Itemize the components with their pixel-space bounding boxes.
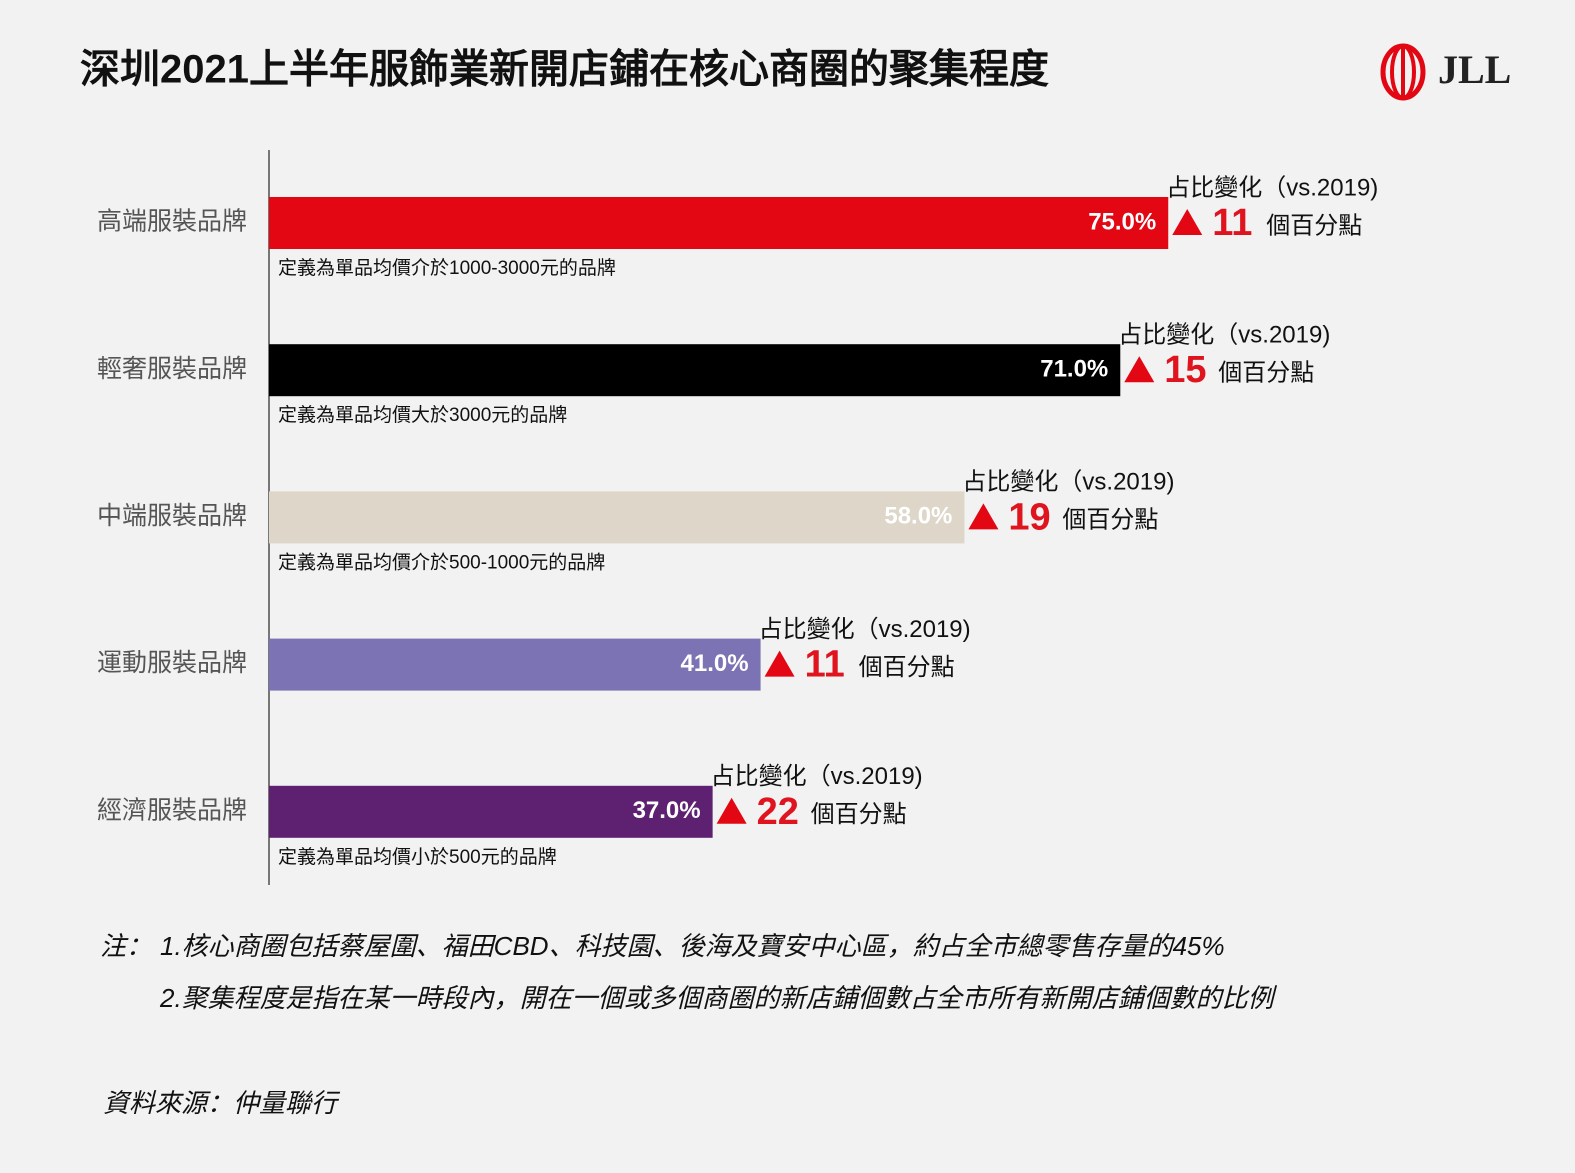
change-unit: 個百分點 bbox=[1266, 212, 1362, 239]
change-unit: 個百分點 bbox=[1062, 507, 1158, 534]
category-label: 高端服裝品牌 bbox=[97, 208, 247, 236]
footnote: 1.核心商圈包括蔡屋圍、福田CBD、科技園、後海及寶安中心區，約占全市總零售存量… bbox=[160, 931, 1225, 961]
definition: 定義為單品均價大於3000元的品牌 bbox=[278, 404, 567, 426]
change-label: 占比變化（vs.2019) bbox=[962, 469, 1174, 496]
category-label: 輕奢服裝品牌 bbox=[97, 355, 247, 383]
up-triangle bbox=[1172, 209, 1203, 235]
up-triangle bbox=[968, 503, 999, 530]
footnote: 2.聚集程度是指在某一時段內，開在一個或多個商圈的新店鋪個數占全市所有新開店鋪個… bbox=[159, 983, 1278, 1013]
source: 資料來源：仲量聯行 bbox=[103, 1088, 341, 1118]
up-triangle bbox=[1124, 356, 1155, 383]
change-unit: 個百分點 bbox=[811, 801, 907, 828]
logo-text: JLL bbox=[1438, 47, 1511, 92]
bar bbox=[269, 785, 713, 838]
change-label: 占比變化（vs.2019) bbox=[1166, 174, 1378, 201]
change-unit: 個百分點 bbox=[1218, 360, 1314, 387]
category-label: 運動服裝品牌 bbox=[97, 649, 247, 677]
definition: 定義為單品均價介於500-1000元的品牌 bbox=[278, 551, 605, 573]
bar bbox=[269, 491, 965, 544]
value-label: 58.0% bbox=[884, 503, 952, 530]
up-triangle bbox=[716, 797, 747, 824]
change-value: 11 bbox=[1212, 202, 1252, 244]
change-value: 22 bbox=[757, 791, 799, 833]
definition: 定義為單品均價小於500元的品牌 bbox=[278, 846, 557, 868]
value-label: 71.0% bbox=[1040, 356, 1108, 383]
bar bbox=[269, 638, 761, 691]
change-label: 占比變化（vs.2019) bbox=[759, 616, 971, 643]
chart-title: 深圳2021上半年服飾業新開店鋪在核心商圈的聚集程度 bbox=[80, 48, 1049, 92]
bar bbox=[269, 197, 1169, 249]
change-label: 占比變化（vs.2019) bbox=[711, 763, 923, 790]
value-label: 41.0% bbox=[681, 650, 749, 677]
change-label: 占比變化（vs.2019) bbox=[1118, 322, 1330, 349]
change-value: 11 bbox=[805, 644, 845, 686]
category-label: 經濟服裝品牌 bbox=[97, 796, 247, 824]
bar bbox=[269, 344, 1121, 397]
change-value: 19 bbox=[1008, 496, 1050, 538]
value-label: 75.0% bbox=[1088, 208, 1156, 235]
up-triangle bbox=[764, 650, 795, 677]
definition: 定義為單品均價介於1000-3000元的品牌 bbox=[278, 257, 616, 279]
change-value: 15 bbox=[1164, 349, 1206, 391]
category-label: 中端服裝品牌 bbox=[97, 502, 247, 530]
logo: JLL bbox=[1380, 43, 1511, 101]
change-unit: 個百分點 bbox=[859, 654, 955, 681]
note-prefix: 注： bbox=[100, 931, 152, 961]
value-label: 37.0% bbox=[633, 797, 701, 824]
